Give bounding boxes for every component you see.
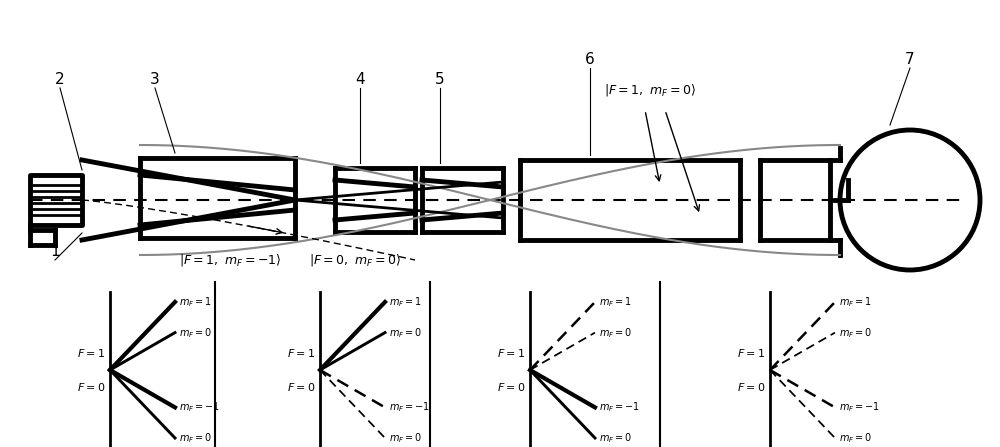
- Text: 7: 7: [905, 52, 915, 67]
- Text: $m_F{=}1$: $m_F{=}1$: [839, 295, 872, 309]
- Text: $m_F{=}0$: $m_F{=}0$: [599, 326, 632, 340]
- Text: $m_F{=}0$: $m_F{=}0$: [389, 431, 422, 445]
- Text: $m_F{=}0$: $m_F{=}0$: [839, 431, 872, 445]
- Text: $F{=}1$: $F{=}1$: [497, 347, 525, 359]
- Text: $m_F{=}0$: $m_F{=}0$: [179, 431, 212, 445]
- Text: $m_F{=}0$: $m_F{=}0$: [599, 431, 632, 445]
- Text: $F{=}0$: $F{=}0$: [77, 381, 105, 393]
- Text: 1: 1: [50, 245, 60, 260]
- Text: 5: 5: [435, 72, 445, 88]
- Text: $m_F{=}{-}1$: $m_F{=}{-}1$: [599, 401, 640, 414]
- Text: $|F{=}1,\ m_F{=}0\rangle$: $|F{=}1,\ m_F{=}0\rangle$: [604, 82, 696, 98]
- Text: 6: 6: [585, 52, 595, 67]
- Text: $m_F{=}{-}1$: $m_F{=}{-}1$: [839, 401, 880, 414]
- Text: $m_F{=}1$: $m_F{=}1$: [599, 295, 632, 309]
- Text: $F{=}1$: $F{=}1$: [737, 347, 765, 359]
- Text: $m_F{=}0$: $m_F{=}0$: [839, 326, 872, 340]
- Text: 4: 4: [355, 72, 365, 88]
- Text: 3: 3: [150, 72, 160, 88]
- Text: $m_F{=}0$: $m_F{=}0$: [179, 326, 212, 340]
- Text: $m_F{=}1$: $m_F{=}1$: [389, 295, 422, 309]
- Text: $|F{=}1,\ m_F{=}{-}1\rangle$: $|F{=}1,\ m_F{=}{-}1\rangle$: [179, 252, 281, 268]
- Text: 2: 2: [55, 72, 65, 88]
- Text: $F{=}0$: $F{=}0$: [497, 381, 525, 393]
- Text: $m_F{=}{-}1$: $m_F{=}{-}1$: [179, 401, 220, 414]
- Text: $m_F{=}1$: $m_F{=}1$: [179, 295, 212, 309]
- Text: $m_F{=}0$: $m_F{=}0$: [389, 326, 422, 340]
- Text: $F{=}1$: $F{=}1$: [77, 347, 105, 359]
- Text: $m_F{=}{-}1$: $m_F{=}{-}1$: [389, 401, 430, 414]
- Text: $F{=}0$: $F{=}0$: [287, 381, 315, 393]
- Text: $|F{=}0,\ m_F{=}0\rangle$: $|F{=}0,\ m_F{=}0\rangle$: [309, 252, 401, 268]
- Text: $F{=}0$: $F{=}0$: [737, 381, 765, 393]
- Text: $F{=}1$: $F{=}1$: [287, 347, 315, 359]
